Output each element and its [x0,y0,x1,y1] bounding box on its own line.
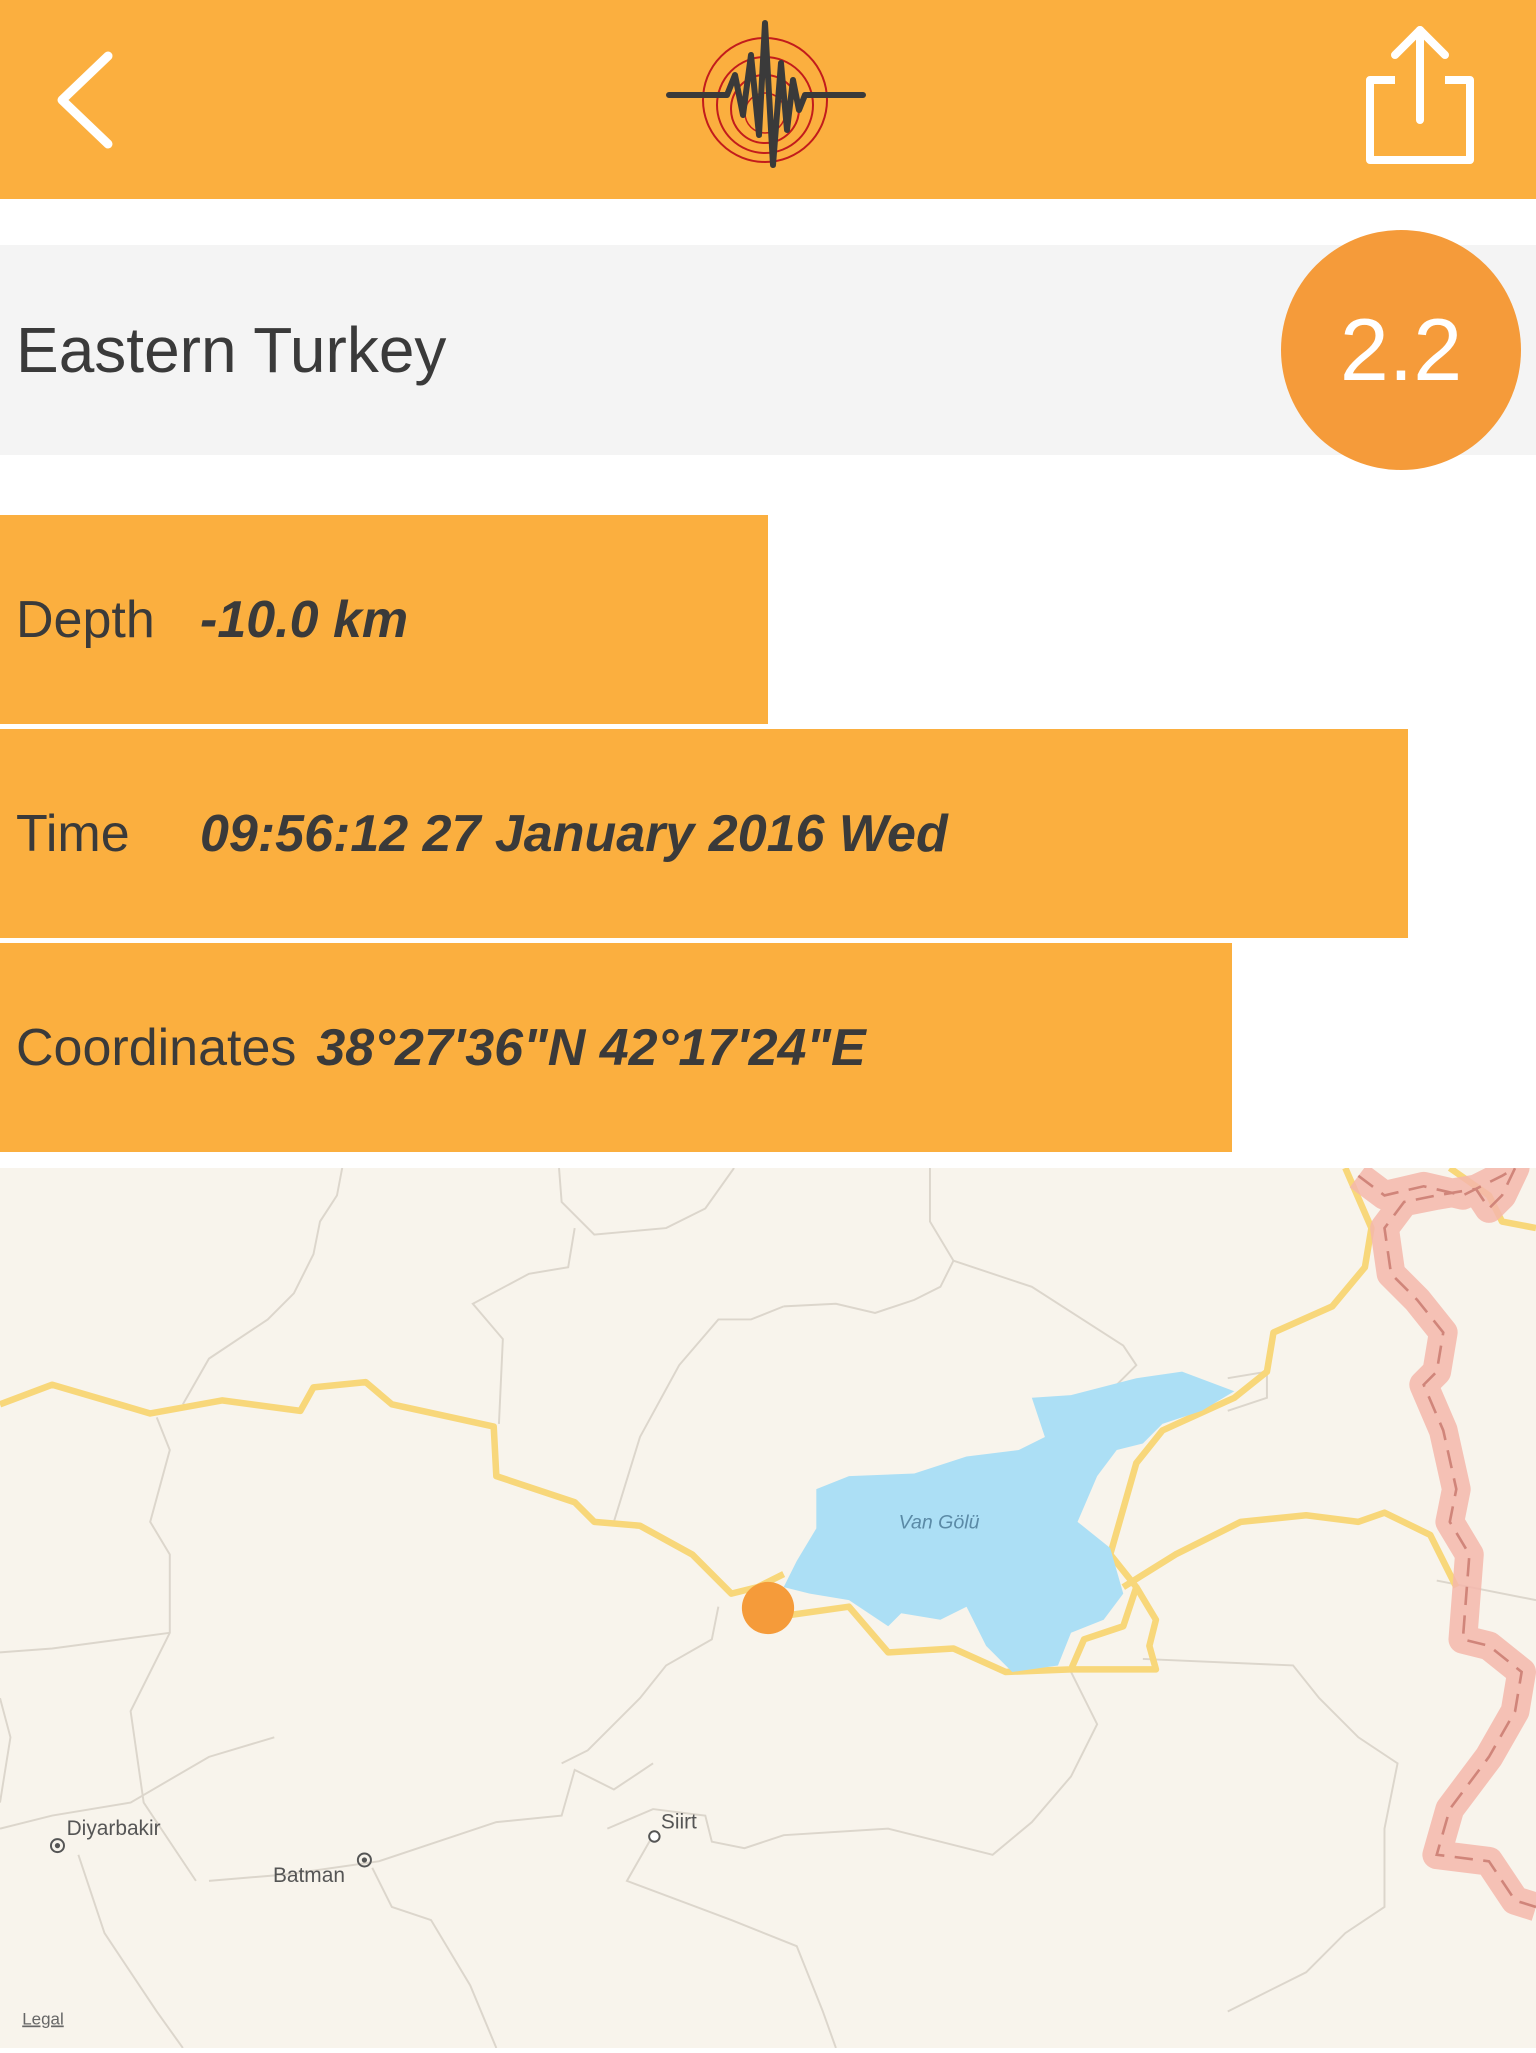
event-title-bar: Eastern Turkey [0,245,1536,455]
region-title: Eastern Turkey [16,314,447,386]
city-siirt[interactable]: Siirt [648,1811,697,1843]
magnitude-badge: 2.2 [1281,230,1521,470]
svg-text:Siirt: Siirt [661,1811,697,1834]
svg-text:Diyarbakir: Diyarbakir [67,1817,161,1840]
city-diyarbakir[interactable]: Diyarbakir [49,1817,161,1854]
time-row: Time 09:56:12 27 January 2016 Wed [0,729,1408,938]
coordinates-label: Coordinates [16,1018,297,1077]
city-batman[interactable]: Batman [273,1852,372,1887]
country-border [1349,1153,1536,1921]
lake-label: Van Gölü [899,1511,980,1533]
depth-value: -10.0 km [200,590,409,649]
svg-text:Batman: Batman [273,1864,345,1887]
time-label: Time [16,804,130,863]
depth-label: Depth [16,590,155,649]
depth-row: Depth -10.0 km [0,515,768,724]
coordinates-value: 38°27'36"N 42°17'24"E [316,1018,866,1077]
coordinates-row: Coordinates 38°27'36"N 42°17'24"E [0,943,1232,1152]
lake-van [783,1371,1235,1672]
share-icon[interactable] [1360,20,1480,165]
time-value: 09:56:12 27 January 2016 Wed [200,804,948,863]
epicenter-marker[interactable] [741,1581,795,1635]
chevron-left-icon[interactable] [50,50,120,150]
navigation-bar [0,0,1536,199]
seismograph-logo [666,20,866,168]
admin-boundaries [0,1167,1536,2049]
legal-link[interactable]: Legal [22,2010,64,2029]
map-view[interactable]: Van Gölü Diyarbakir Batman Siirt Legal [0,1153,1536,2049]
